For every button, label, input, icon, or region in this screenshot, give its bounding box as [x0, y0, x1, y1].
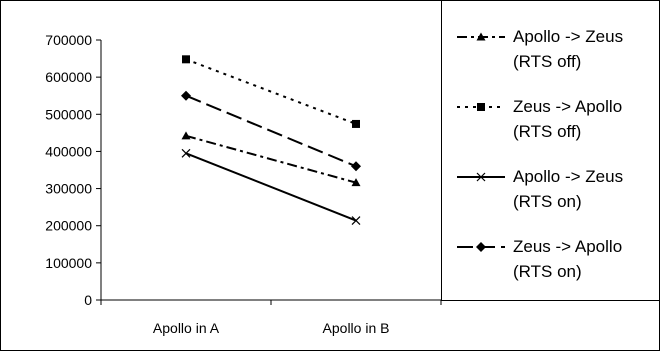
legend-marker — [476, 32, 486, 41]
legend-box — [441, 0, 660, 301]
data-point — [181, 90, 191, 101]
series-layer — [181, 55, 361, 225]
legend-label: (RTS on) — [513, 192, 582, 211]
x-tick-label: Apollo in A — [153, 320, 220, 336]
data-point — [182, 55, 190, 64]
legend-label: Zeus -> Apollo — [513, 97, 622, 116]
data-point — [181, 131, 191, 140]
legend-entry-4: Zeus -> Apollo (RTS on) — [457, 237, 622, 281]
legend-label: Zeus -> Apollo — [513, 237, 622, 256]
legend-marker — [477, 103, 485, 111]
legend-entry-3: Apollo -> Zeus (RTS on) — [457, 167, 623, 211]
series-3 — [181, 148, 361, 225]
y-tick-label: 600000 — [45, 69, 92, 85]
data-point — [181, 148, 191, 158]
y-tick-label: 500000 — [45, 106, 92, 122]
legend-label: Apollo -> Zeus — [513, 27, 623, 46]
legend-label: (RTS off) — [513, 122, 581, 141]
axes: 0 100000 200000 300000 400000 500000 600000 700… — [45, 32, 442, 336]
data-point — [351, 178, 361, 187]
legend-entry-1: Apollo -> Zeus (RTS off) — [457, 27, 623, 71]
y-tick-label: 300000 — [45, 181, 92, 197]
series-4 — [181, 90, 361, 172]
legend-label: (RTS off) — [513, 52, 581, 71]
series-line — [185, 134, 357, 184]
series-line — [185, 58, 357, 125]
data-point — [351, 161, 361, 172]
y-tick-label: 700000 — [45, 32, 92, 48]
y-tick-label: 200000 — [45, 218, 92, 234]
series-line — [185, 152, 357, 222]
data-point — [351, 216, 361, 225]
series-2 — [182, 55, 360, 128]
legend: Apollo -> Zeus (RTS off) Zeus -> Apollo (RT… — [441, 0, 660, 301]
y-tick-label: 400000 — [45, 143, 92, 159]
legend-entry-2: Zeus -> Apollo (RTS off) — [457, 97, 622, 141]
x-tick-label: Apollo in B — [323, 320, 390, 336]
legend-label: (RTS on) — [513, 262, 582, 281]
y-tick-label: 0 — [84, 292, 92, 308]
legend-label: Apollo -> Zeus — [513, 167, 623, 186]
legend-marker — [476, 172, 486, 182]
y-tick-label: 100000 — [45, 255, 92, 271]
data-point — [352, 119, 360, 128]
series-1 — [181, 131, 361, 187]
legend-marker — [476, 242, 486, 252]
series-line — [185, 94, 357, 168]
